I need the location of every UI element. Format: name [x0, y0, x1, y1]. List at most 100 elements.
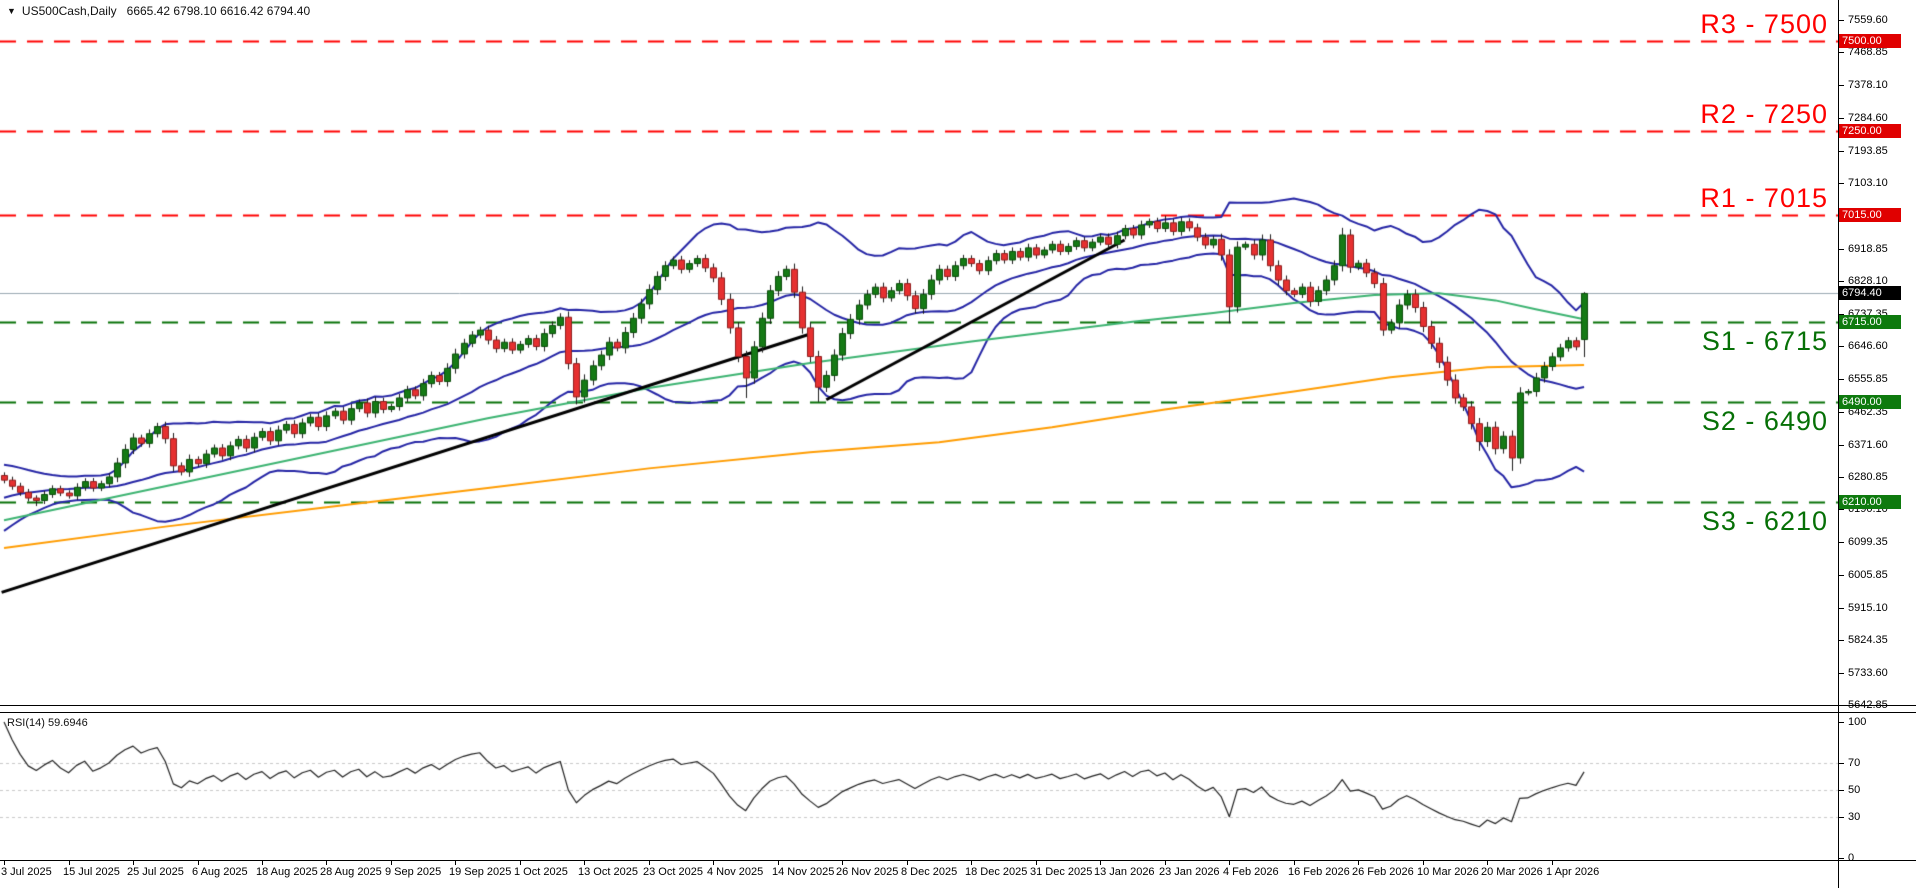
ohlc-quote-label: 6665.42 6798.10 6616.42 6794.40	[126, 4, 311, 18]
time-axis-label: 10 Mar 2026	[1417, 866, 1479, 878]
price-axis-label: 5915.10	[1848, 602, 1888, 614]
price-axis-label: 5733.60	[1848, 667, 1888, 679]
resistance-label-r1[interactable]: R1 - 7015	[1700, 182, 1828, 213]
price-axis-label: 7103.10	[1848, 177, 1888, 189]
time-axis-label: 6 Aug 2025	[192, 866, 248, 878]
support-label-s3[interactable]: S3 - 6210	[1701, 506, 1828, 537]
time-axis-label: 9 Sep 2025	[385, 866, 442, 878]
symbol-title: ▼ US500Cash,Daily 6665.42 6798.10 6616.42 …	[7, 4, 310, 18]
rsi-axis-tick	[1839, 763, 1844, 764]
symbol-timeframe-label: US500Cash,Daily	[21, 4, 117, 18]
time-axis-label: 1 Oct 2025	[514, 866, 568, 878]
price-axis-tick	[1839, 445, 1844, 446]
resistance-label-r2[interactable]: R2 - 7250	[1700, 98, 1828, 129]
time-axis-label: 4 Feb 2026	[1223, 866, 1279, 878]
time-axis-label: 18 Aug 2025	[256, 866, 318, 878]
time-axis-tick	[133, 861, 134, 865]
time-axis-label: 26 Feb 2026	[1352, 866, 1414, 878]
price-level-badge: 7015.00	[1839, 208, 1901, 222]
time-axis-tick	[1294, 861, 1295, 865]
price-axis-tick	[1839, 509, 1844, 510]
time-axis-label: 23 Oct 2025	[643, 866, 703, 878]
time-axis-tick	[1165, 861, 1166, 865]
time-axis-label: 13 Jan 2026	[1094, 866, 1155, 878]
price-axis-label: 5642.85	[1848, 699, 1888, 711]
time-axis-label: 19 Sep 2025	[449, 866, 512, 878]
price-axis-tick	[1839, 608, 1844, 609]
time-axis-tick	[1423, 861, 1424, 865]
price-axis-label: 6005.85	[1848, 569, 1888, 581]
time-axis-tick	[1036, 861, 1037, 865]
price-axis-label: 6280.85	[1848, 471, 1888, 483]
time-axis-label: 26 Nov 2025	[836, 866, 899, 878]
rsi-axis-label: 0	[1848, 852, 1855, 864]
time-axis-border	[0, 860, 1916, 861]
chart-dropdown-icon[interactable]: ▼	[7, 6, 16, 16]
price-axis-border	[1838, 0, 1839, 888]
time-axis-label: 23 Jan 2026	[1159, 866, 1220, 878]
time-axis-tick	[907, 861, 908, 865]
rsi-axis-tick	[1839, 722, 1844, 723]
price-axis-tick	[1839, 118, 1844, 119]
time-axis-tick	[391, 861, 392, 865]
price-axis-tick	[1839, 249, 1844, 250]
price-axis-label: 6555.85	[1848, 373, 1888, 385]
time-axis-tick	[198, 861, 199, 865]
time-axis-label: 3 Jul 2025	[1, 866, 52, 878]
price-axis-label: 6371.60	[1848, 439, 1888, 451]
time-axis-tick	[326, 861, 327, 865]
time-axis-label: 8 Dec 2025	[901, 866, 958, 878]
pane-separator-top[interactable]	[0, 705, 1916, 706]
rsi-axis-label: 100	[1848, 716, 1867, 728]
time-axis-tick	[69, 861, 70, 865]
time-axis-tick	[713, 861, 714, 865]
rsi-axis-label: 30	[1848, 811, 1861, 823]
time-axis-tick	[649, 861, 650, 865]
support-label-s1[interactable]: S1 - 6715	[1701, 325, 1828, 356]
price-axis-tick	[1839, 412, 1844, 413]
price-axis-tick	[1839, 281, 1844, 282]
price-axis-label: 5824.35	[1848, 634, 1888, 646]
time-axis-label: 13 Oct 2025	[578, 866, 638, 878]
price-axis-tick	[1839, 85, 1844, 86]
time-axis-label: 25 Jul 2025	[127, 866, 184, 878]
rsi-value: 59.6946	[47, 717, 88, 729]
price-level-badge: 6490.00	[1839, 395, 1901, 409]
price-axis-tick	[1839, 346, 1844, 347]
price-axis-label: 7284.60	[1848, 112, 1888, 124]
time-axis-label: 1 Apr 2026	[1546, 866, 1600, 878]
price-axis-label: 7378.10	[1848, 79, 1888, 91]
price-axis-tick	[1839, 477, 1844, 478]
price-level-badge: 6210.00	[1839, 495, 1901, 509]
time-axis-tick	[584, 861, 585, 865]
time-axis-label: 31 Dec 2025	[1030, 866, 1093, 878]
rsi-axis-tick	[1839, 858, 1844, 859]
pane-separator-bottom[interactable]	[0, 712, 1916, 713]
time-axis-label: 20 Mar 2026	[1481, 866, 1543, 878]
time-axis-tick	[4, 861, 5, 865]
rsi-axis-label: 70	[1848, 757, 1861, 769]
time-axis-tick	[520, 861, 521, 865]
price-chart-canvas[interactable]	[0, 0, 1838, 888]
price-level-badge: 6794.40	[1839, 286, 1901, 300]
time-axis-label: 18 Dec 2025	[965, 866, 1028, 878]
rsi-axis-label: 50	[1848, 784, 1861, 796]
time-axis-tick	[971, 861, 972, 865]
time-axis-tick	[1229, 861, 1230, 865]
price-axis-tick	[1839, 52, 1844, 53]
price-axis-label: 6462.35	[1848, 406, 1888, 418]
time-axis-tick	[455, 861, 456, 865]
support-label-s2[interactable]: S2 - 6490	[1701, 406, 1828, 437]
time-axis-label: 15 Jul 2025	[63, 866, 120, 878]
price-level-badge: 6715.00	[1839, 315, 1901, 329]
time-axis-tick	[1487, 861, 1488, 865]
time-axis-tick	[1358, 861, 1359, 865]
time-axis-label: 16 Feb 2026	[1288, 866, 1350, 878]
time-axis-tick	[1552, 861, 1553, 865]
resistance-label-r3[interactable]: R3 - 7500	[1700, 9, 1828, 40]
time-axis-tick	[778, 861, 779, 865]
price-axis-tick	[1839, 673, 1844, 674]
price-axis-tick	[1839, 542, 1844, 543]
time-axis-label: 14 Nov 2025	[772, 866, 835, 878]
